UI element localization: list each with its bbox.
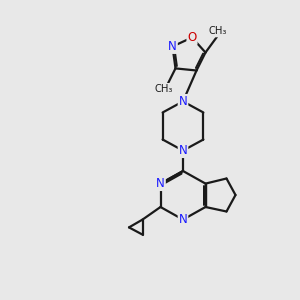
Text: CH₃: CH₃ — [208, 26, 227, 37]
Text: N: N — [178, 213, 188, 226]
Text: O: O — [188, 31, 196, 44]
Text: N: N — [168, 40, 177, 53]
Text: N: N — [178, 144, 188, 157]
Text: CH₃: CH₃ — [154, 84, 173, 94]
Text: N: N — [156, 177, 165, 190]
Text: N: N — [178, 95, 188, 108]
